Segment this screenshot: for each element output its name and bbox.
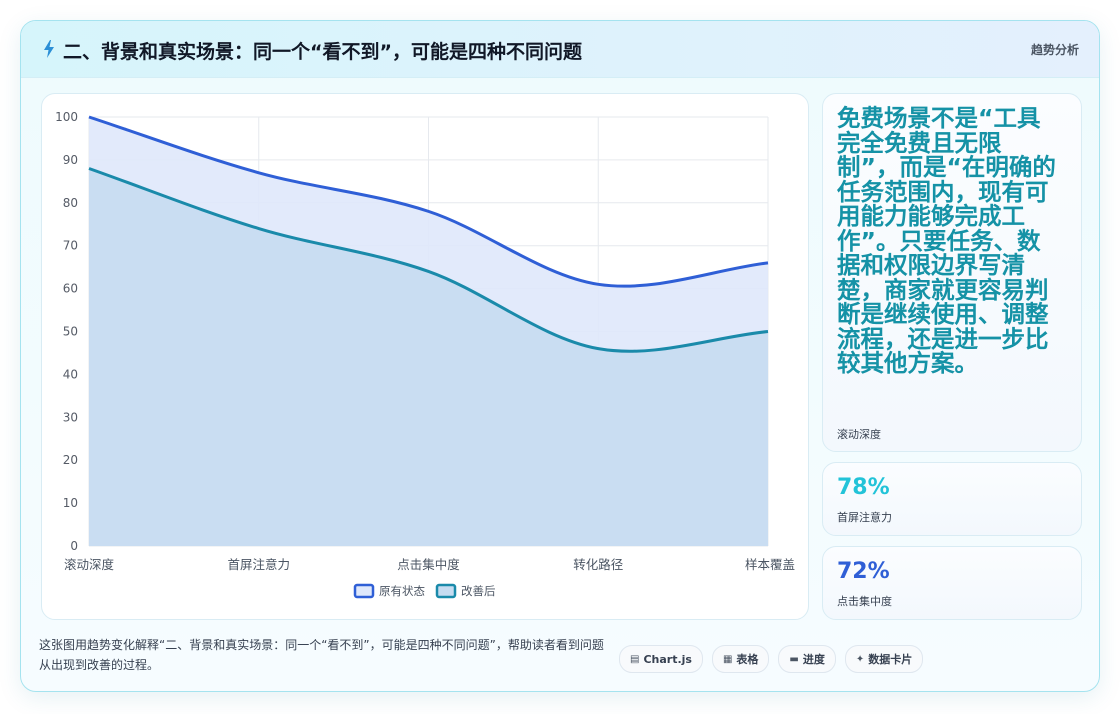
series-line xyxy=(88,115,769,288)
note-label: 滚动深度 xyxy=(837,428,881,441)
x-tick-label: 滚动深度 xyxy=(64,557,115,572)
chart-icon: ▤ xyxy=(630,653,640,665)
stat-label: 点击集中度 xyxy=(837,595,892,608)
y-tick-label: 40 xyxy=(63,367,78,381)
table-icon: ▦ xyxy=(722,653,733,665)
area-chart[interactable]: 0 10 20 30 40 50 60 70 80 90 100 滚动深度 首屏注意力 点击集中度 转化路径… xyxy=(42,94,808,619)
y-tick-label: 10 xyxy=(63,496,78,510)
legend-swatch xyxy=(435,583,457,599)
stat-card-click: 72% 点击集中度 xyxy=(822,546,1082,620)
stat-label: 首屏注意力 xyxy=(837,511,892,524)
trend-card: 二、背景和真实场景：同一个“看不到”，可能是四种不同问题 趋势分析 0 10 20 3… xyxy=(20,20,1100,692)
stat-value: 72% xyxy=(837,559,890,584)
pill-label: 数据卡片 xyxy=(868,653,913,666)
progress-icon: ▬ xyxy=(789,653,799,665)
y-tick-label: 0 xyxy=(70,539,78,553)
page-title: 二、背景和真实场景：同一个“看不到”，可能是四种不同问题 xyxy=(63,41,582,63)
lightning-icon xyxy=(44,40,54,58)
y-tick-label: 100 xyxy=(55,110,78,124)
y-tick-label: 20 xyxy=(63,453,78,467)
x-tick-label: 样本覆盖 xyxy=(745,557,795,572)
pill-label: Chart.js xyxy=(643,652,692,666)
pill-label: 表格 xyxy=(736,653,759,666)
chart-caption: 这张图用趋势变化解释“二、背景和真实场景：同一个“看不到”，可能是四种不同问题”… xyxy=(39,638,604,672)
sparkle-icon: ✦ xyxy=(855,653,865,665)
y-tick-label: 30 xyxy=(63,410,78,424)
stat-card-attention: 78% 首屏注意力 xyxy=(822,462,1082,536)
stat-value: 78% xyxy=(837,475,890,500)
y-tick-label: 90 xyxy=(63,153,78,167)
y-tick-label: 70 xyxy=(63,239,78,253)
legend-label: 原有状态 xyxy=(379,584,425,598)
pill-chartjs[interactable]: ▤ Chart.js xyxy=(619,645,703,673)
y-tick-label: 60 xyxy=(63,282,78,296)
card-header: 二、背景和真实场景：同一个“看不到”，可能是四种不同问题 趋势分析 xyxy=(21,21,1099,78)
pill-table[interactable]: ▦ 表格 xyxy=(711,645,770,673)
feature-pills: ▤ Chart.js ▦ 表格 ▬ 进度 ✦ 数据卡片 xyxy=(619,645,924,673)
series-area xyxy=(89,168,768,546)
pill-progress[interactable]: ▬ 进度 xyxy=(778,645,836,673)
legend-swatch xyxy=(353,583,375,599)
chart-panel: 0 10 20 30 40 50 60 70 80 90 100 滚动深度 首屏注意力 点击集中度 转化路径… xyxy=(41,93,809,620)
x-tick-label: 首屏注意力 xyxy=(227,557,290,572)
y-tick-label: 80 xyxy=(63,196,78,210)
y-tick-label: 50 xyxy=(63,325,78,339)
note-text: 免费场景不是“工具完全免费且无限制”，而是“在明确的任务范围内，现有可用能力能够… xyxy=(837,104,1056,377)
x-tick-label: 点击集中度 xyxy=(397,557,460,572)
pill-label: 进度 xyxy=(802,653,825,666)
pill-data-card[interactable]: ✦ 数据卡片 xyxy=(844,645,924,673)
series-line xyxy=(88,167,769,353)
legend-label: 改善后 xyxy=(461,584,496,598)
x-tick-label: 转化路径 xyxy=(573,557,623,572)
note-card: 免费场景不是“工具完全免费且无限制”，而是“在明确的任务范围内，现有可用能力能够… xyxy=(822,93,1082,452)
header-tag: 趋势分析 xyxy=(1030,43,1079,57)
